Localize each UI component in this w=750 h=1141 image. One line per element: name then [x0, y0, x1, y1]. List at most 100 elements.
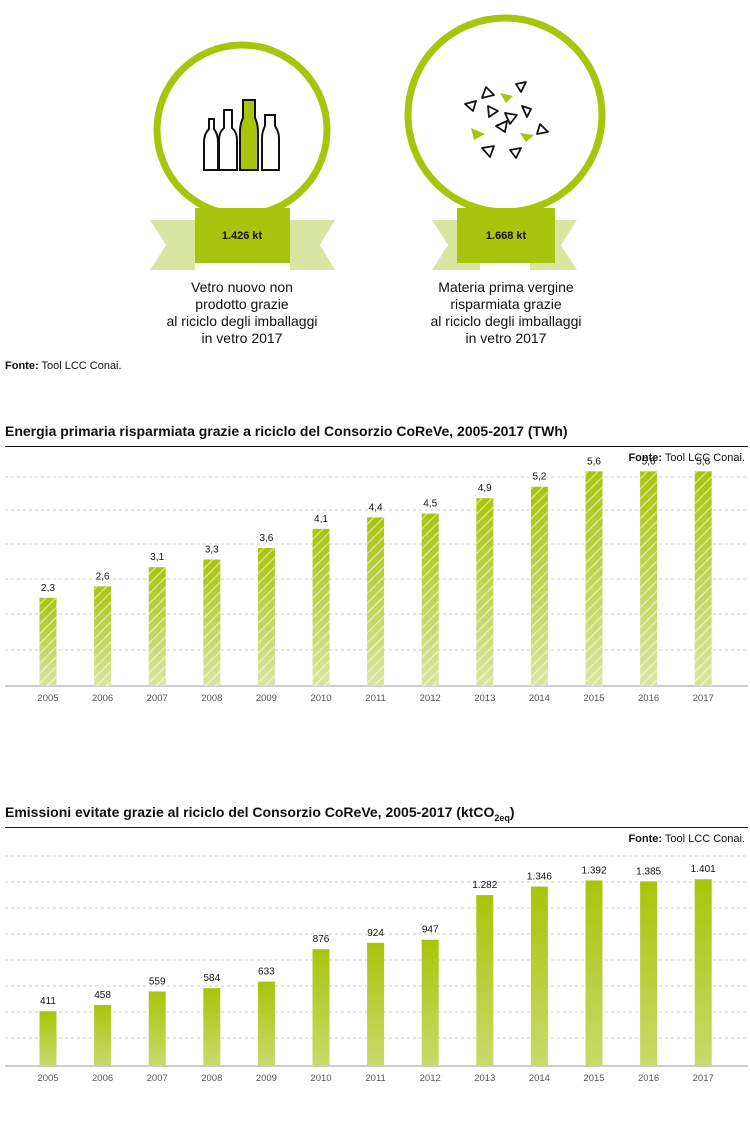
value-plate — [457, 208, 555, 263]
caption-glass-new: Vetro nuovo non prodotto grazie al ricic… — [127, 279, 357, 347]
badge-raw-material: 1.668 kt — [404, 14, 606, 270]
chart-title-emissions: Emissioni evitate grazie al riciclo del … — [5, 804, 515, 823]
bar-2011 — [367, 942, 385, 1066]
value-label: 1.426 kt — [222, 230, 263, 242]
energy-bar-chart: 2,3 2005 2,6 2006 3,1 2007 3,3 2008 3,6 2009 4,1 20… — [5, 456, 748, 704]
x-tick-label: 2010 — [310, 693, 331, 704]
bar-2017 — [694, 879, 712, 1066]
data-label: 1.401 — [691, 864, 716, 875]
data-label: 633 — [258, 967, 275, 978]
bar-2015 — [585, 880, 603, 1066]
data-label: 3,6 — [259, 533, 273, 544]
value-label: 1.668 kt — [486, 230, 527, 242]
data-label: 3,1 — [150, 552, 164, 563]
glass-shards-icon — [464, 81, 549, 159]
bar-hatch-2010 — [312, 528, 330, 686]
data-label: 3,3 — [205, 545, 219, 556]
data-label: 1.385 — [636, 866, 661, 877]
data-label: 876 — [313, 934, 330, 945]
x-tick-label: 2008 — [201, 1073, 222, 1084]
data-label: 5,6 — [696, 456, 710, 467]
ribbon-left — [150, 220, 195, 270]
data-label: 4,5 — [423, 499, 437, 510]
bar-2014 — [530, 886, 548, 1066]
title-subscript: 2eq — [494, 812, 510, 823]
bar-hatch-2014 — [530, 486, 548, 686]
source-label: Fonte: — [628, 452, 663, 464]
x-tick-label: 2012 — [420, 693, 441, 704]
bar-2009 — [257, 981, 275, 1066]
x-tick-label: 2012 — [420, 1073, 441, 1084]
x-tick-label: 2015 — [583, 693, 604, 704]
chart-title-energy: Energia primaria risparmiata grazie a ri… — [5, 423, 568, 439]
data-label: 559 — [149, 976, 166, 987]
bar-2007 — [148, 991, 166, 1066]
bar-2016 — [640, 881, 658, 1066]
bar-hatch-2009 — [257, 548, 275, 686]
title-rule — [5, 827, 748, 828]
bar-hatch-2015 — [585, 471, 603, 686]
data-label: 4,1 — [314, 514, 328, 525]
data-label: 2,3 — [41, 583, 55, 594]
data-label: 947 — [422, 925, 439, 936]
caption-line: prodotto grazie — [195, 296, 289, 312]
x-tick-label: 2007 — [147, 693, 168, 704]
caption-line: Materia prima vergine — [438, 279, 574, 295]
bar-2006 — [94, 1004, 112, 1066]
caption-line: al riciclo degli imballaggi — [166, 313, 318, 329]
caption-line: in vetro 2017 — [465, 330, 547, 346]
caption-line: Vetro nuovo non — [191, 279, 293, 295]
source-label: Fonte: — [5, 360, 39, 372]
x-tick-label: 2014 — [529, 693, 550, 704]
source-text: Tool LCC Conai. — [662, 452, 745, 464]
x-tick-label: 2011 — [365, 1073, 385, 1084]
x-tick-label: 2009 — [256, 693, 277, 704]
x-tick-label: 2014 — [529, 1073, 550, 1084]
data-label: 2,6 — [96, 571, 110, 582]
bar-2012 — [421, 939, 439, 1066]
data-label: 1.392 — [581, 865, 606, 876]
x-tick-label: 2010 — [310, 1073, 331, 1084]
x-tick-label: 2015 — [583, 1073, 604, 1084]
value-plate — [195, 208, 290, 263]
bar-hatch-2013 — [476, 498, 494, 686]
data-label: 5,6 — [587, 456, 601, 467]
caption-line: al riciclo degli imballaggi — [430, 313, 582, 329]
data-label: 924 — [367, 928, 384, 939]
x-tick-label: 2013 — [474, 693, 495, 704]
bar-hatch-2006 — [94, 586, 112, 686]
data-label: 5,2 — [532, 472, 546, 483]
bar-2005 — [39, 1011, 57, 1066]
data-label: 458 — [94, 990, 111, 1001]
bar-2010 — [312, 949, 330, 1066]
caption-line: risparmiata grazie — [450, 296, 562, 312]
x-tick-label: 2005 — [37, 1073, 58, 1084]
x-tick-label: 2013 — [474, 1073, 495, 1084]
bottles-icon — [203, 99, 280, 171]
data-label: 584 — [203, 973, 220, 984]
bar-2008 — [203, 988, 221, 1066]
x-tick-label: 2016 — [638, 693, 659, 704]
source-note: Fonte: Tool LCC Conai. — [5, 360, 122, 372]
chart-source-energy: Fonte: Tool LCC Conai. — [628, 452, 745, 464]
source-text: Tool LCC Conai. — [38, 360, 122, 372]
x-tick-label: 2006 — [92, 1073, 113, 1084]
caption-line: in vetro 2017 — [201, 330, 283, 346]
x-tick-label: 2011 — [365, 693, 385, 704]
source-label: Fonte: — [628, 833, 663, 845]
x-tick-label: 2009 — [256, 1073, 277, 1084]
bar-hatch-2007 — [148, 567, 166, 686]
bar-hatch-2012 — [421, 513, 439, 686]
ribbon-right — [290, 220, 335, 270]
badge-glass-new: 1.426 kt — [150, 41, 335, 270]
data-label: 1.282 — [472, 880, 497, 891]
title-end: ) — [509, 804, 515, 820]
x-tick-label: 2017 — [693, 693, 714, 704]
x-tick-label: 2016 — [638, 1073, 659, 1084]
x-tick-label: 2017 — [693, 1073, 714, 1084]
bar-2013 — [476, 895, 494, 1066]
data-label: 4,4 — [369, 502, 383, 513]
bar-hatch-2005 — [39, 597, 57, 686]
data-label: 5,6 — [642, 456, 656, 467]
emissions-bar-chart: 411 2005 458 2006 559 2007 584 2008 633 2009 876 20… — [5, 855, 748, 1084]
